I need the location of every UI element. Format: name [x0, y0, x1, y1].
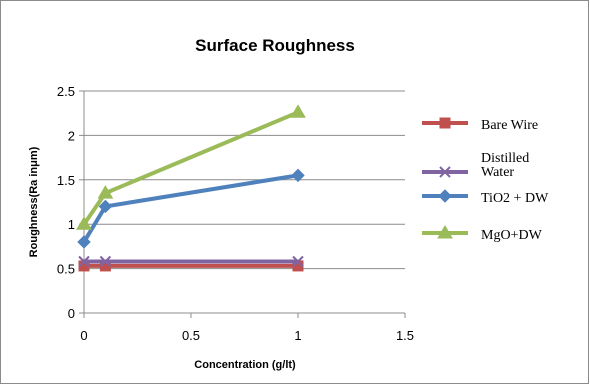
legend-swatch-marker — [439, 166, 451, 178]
series-lines — [76, 104, 306, 272]
data-point-marker — [292, 255, 304, 268]
tick-labels: 0 0.5 1 1.5 2 2.5 0 0.5 1 1.5 — [57, 84, 414, 343]
y-axis-label: Roughness(Ra inμm) — [28, 146, 40, 257]
data-point-marker — [78, 255, 90, 268]
data-point-marker — [98, 199, 113, 214]
legend-item-tio2-dw: TiO2 + DW — [422, 189, 549, 206]
legend-swatch-marker — [439, 117, 451, 129]
series-mgo-dw — [76, 104, 306, 230]
legend-label: TiO2 + DW — [481, 191, 549, 206]
legend-swatch-marker — [438, 189, 452, 203]
y-tick-label: 2.5 — [57, 84, 75, 99]
series-tio2-dw — [77, 168, 305, 249]
data-point-marker — [76, 216, 92, 230]
legend-label: Bare Wire — [481, 118, 538, 133]
y-tick-label: 1.5 — [57, 173, 75, 188]
data-point-marker — [99, 255, 112, 268]
x-tick-label: 0 — [80, 328, 87, 343]
series-distilled-water — [78, 255, 304, 268]
x-tick-label: 1 — [294, 328, 301, 343]
y-tick-label: 1 — [68, 217, 75, 232]
x-axis-label: Concentration (g/lt) — [194, 359, 296, 371]
data-point-marker — [77, 235, 91, 249]
y-tick-label: 0.5 — [57, 262, 75, 277]
legend-label: Distilled Water — [481, 151, 529, 180]
legend-swatch-marker — [437, 225, 453, 239]
y-tick-label: 2 — [68, 128, 75, 143]
legend-item-distilled-water: Distilled Water — [422, 151, 529, 180]
legend-item-bare-wire: Bare Wire — [422, 117, 538, 133]
x-tick-label: 1.5 — [396, 328, 414, 343]
legend-item-mgo-dw: MgO+DW — [422, 225, 543, 243]
data-point-marker — [291, 168, 305, 183]
data-point-marker — [290, 104, 306, 118]
y-tick-label: 0 — [68, 306, 75, 321]
legend-label: MgO+DW — [481, 228, 543, 243]
x-tick-label: 0.5 — [182, 328, 200, 343]
legend: Bare Wire Distilled Water TiO2 + DW MgO+DW — [422, 117, 549, 243]
chart-title: Surface Roughness — [195, 36, 355, 55]
data-point-marker — [97, 185, 114, 199]
